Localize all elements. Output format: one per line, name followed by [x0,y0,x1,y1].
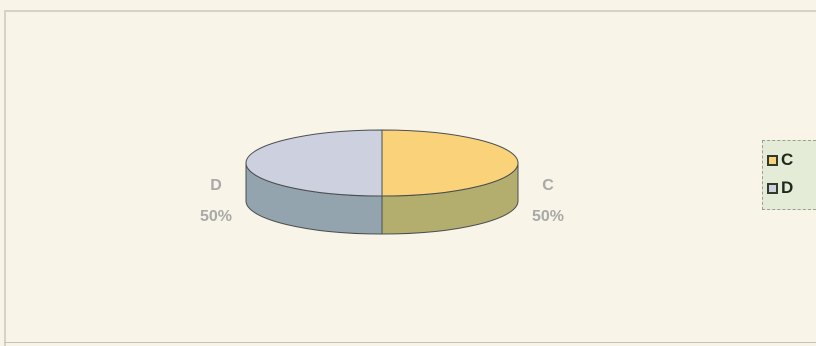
legend-swatch-c-icon [767,154,778,166]
frame-top-border [4,10,816,12]
legend-label-c: C [781,150,794,169]
slice-label-d-name: D [210,177,222,194]
chart-legend: C D [762,140,816,210]
pie-slice-d [245,129,383,197]
slice-label-d-percent: 50% [200,208,232,225]
legend-label-d: D [781,178,794,197]
legend-item-c: C [767,149,793,171]
legend-item-d: D [767,177,793,199]
frame-bottom-border [4,342,816,343]
legend-swatch-d-icon [767,182,778,194]
frame-left-border [4,10,6,346]
slice-label-c-percent: 50% [532,208,564,225]
slice-label-c-name: C [542,177,554,194]
pie-slice-c [381,129,519,197]
